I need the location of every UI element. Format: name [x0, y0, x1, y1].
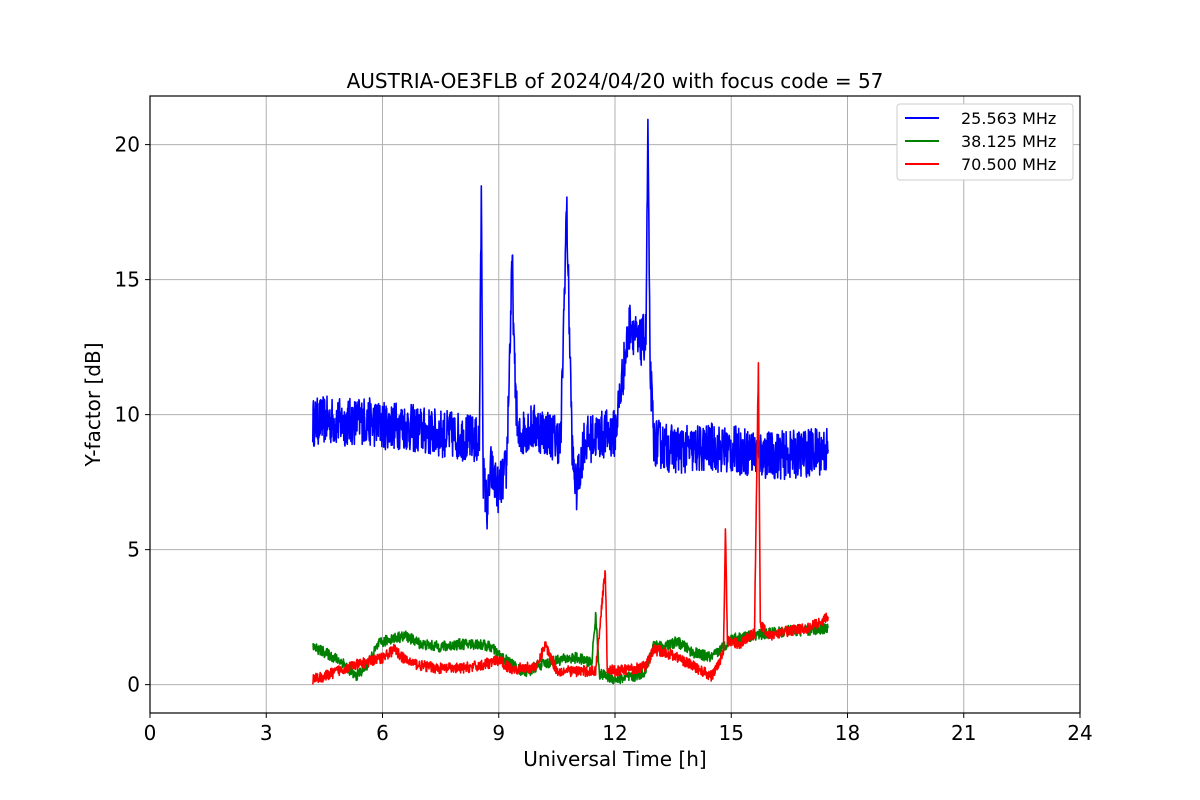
y-tick-label: 20	[115, 133, 140, 157]
y-axis-label: Y-factor [dB]	[81, 342, 105, 467]
x-tick-label: 15	[719, 721, 744, 745]
legend-label: 70.500 MHz	[961, 155, 1056, 174]
legend-label: 38.125 MHz	[961, 132, 1056, 151]
x-axis-label: Universal Time [h]	[523, 747, 706, 771]
series-lines	[312, 118, 829, 685]
y-tick-label: 0	[127, 673, 140, 697]
y-tick-label: 10	[115, 403, 140, 427]
chart-title: AUSTRIA-OE3FLB of 2024/04/20 with focus …	[347, 69, 884, 93]
legend-box	[896, 103, 1074, 181]
axis-ticks: 0 3 6 9 12 15 18 21 24 0 5 10 15 20	[115, 133, 1093, 745]
y-tick-label: 15	[115, 268, 140, 292]
legend-label: 25.563 MHz	[961, 109, 1056, 128]
x-tick-label: 24	[1067, 721, 1092, 745]
series-line-1	[312, 118, 829, 530]
series-line-3	[312, 362, 829, 685]
x-tick-label: 18	[835, 721, 860, 745]
x-tick-label: 6	[376, 721, 389, 745]
x-tick-label: 9	[492, 721, 505, 745]
x-tick-label: 3	[260, 721, 273, 745]
x-tick-label: 12	[602, 721, 627, 745]
legend: 25.563 MHz 38.125 MHz 70.500 MHz	[896, 103, 1074, 181]
y-tick-label: 5	[127, 538, 140, 562]
x-tick-label: 21	[951, 721, 976, 745]
x-tick-label: 0	[144, 721, 157, 745]
